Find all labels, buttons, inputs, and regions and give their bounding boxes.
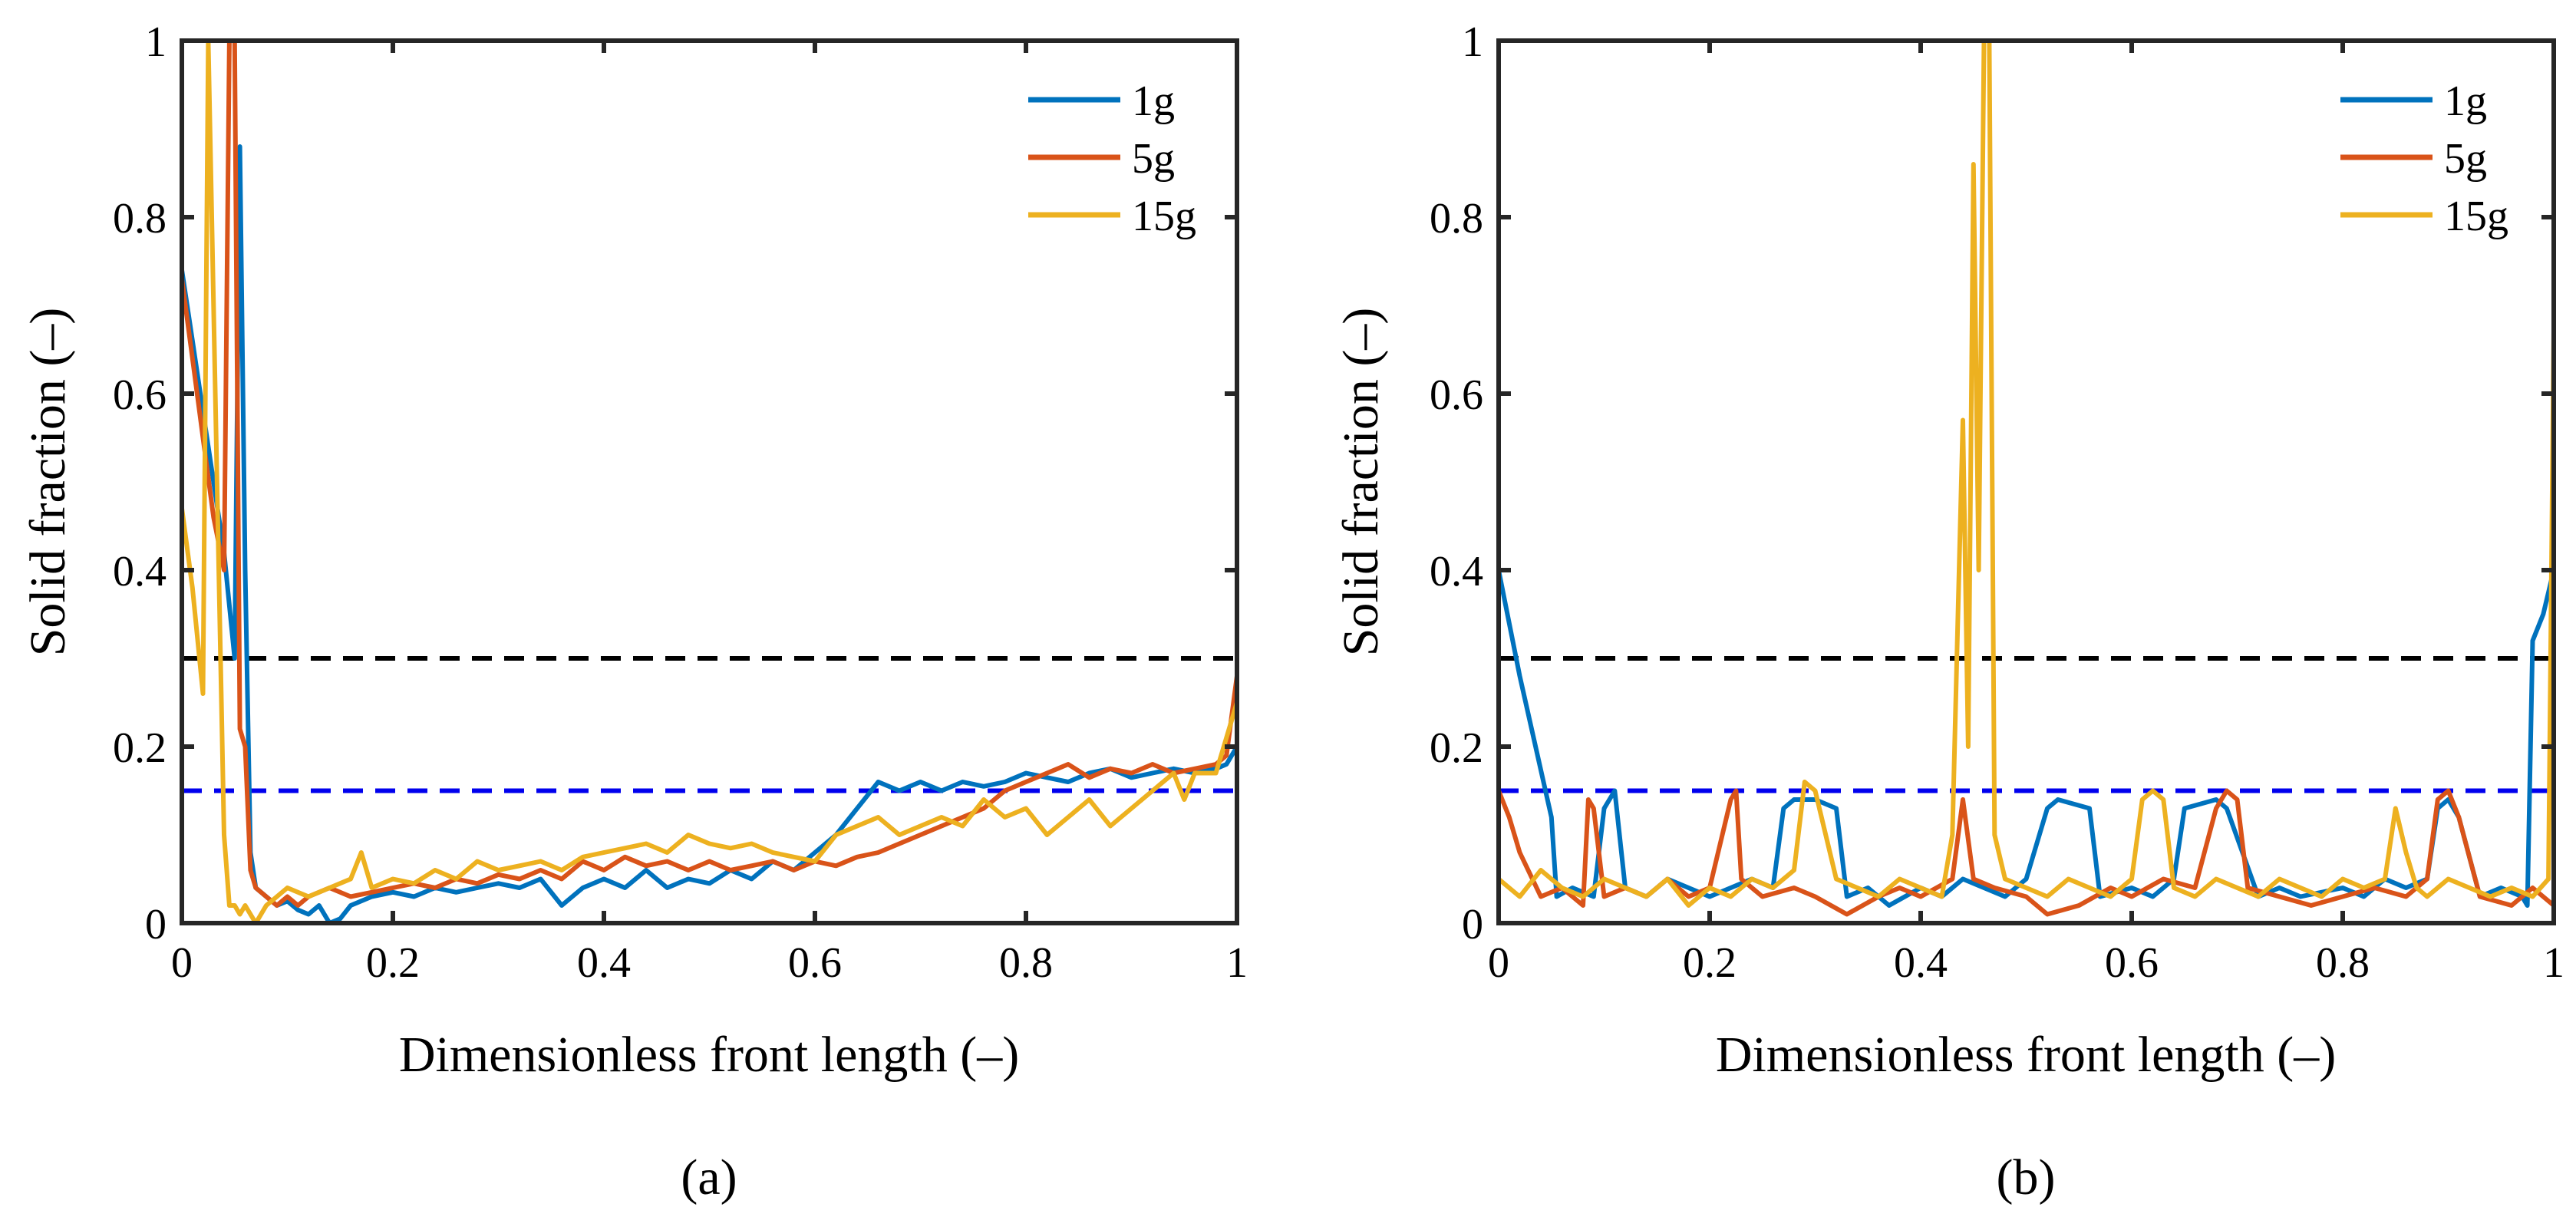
chart-panel-b: 0 0.2 0.4 0.6 0.8 1 0 0.2 0.4 0.6 0.8 1 1g 5g 15g Dim… [1333, 18, 2564, 1205]
legend-label-a-1g: 1g [1132, 78, 1175, 125]
y-tick-label-b-0: 0 [1462, 901, 1483, 948]
x-tick-label-b-3: 0.6 [2105, 939, 2159, 987]
x-tick-label-a-4: 0.8 [999, 939, 1053, 987]
y-tick-label-b-5: 1 [1462, 18, 1483, 66]
reference-lines-b [1499, 656, 2554, 793]
y-tick-label-b-4: 0.8 [1430, 195, 1483, 242]
legend-label-b-5g: 5g [2444, 135, 2487, 183]
x-tick-label-b-1: 0.2 [1683, 939, 1737, 987]
x-tick-label-a-5: 1 [1226, 939, 1248, 987]
y-tick-label-b-3: 0.6 [1430, 371, 1483, 419]
reference-lines-a [182, 656, 1237, 793]
plot-area-b [1499, 41, 2554, 923]
y-tick-label-a-1: 0.2 [113, 724, 167, 772]
axes-box-a [180, 38, 1239, 925]
series-line-b-5g [1499, 788, 2554, 917]
legend-b: 1g 5g 15g [2340, 78, 2508, 240]
legend-a: 1g 5g 15g [1028, 78, 1196, 240]
x-axis-label-b: Dimensionless front length (–) [1716, 1027, 2336, 1083]
ticks-a [180, 38, 1239, 925]
legend-label-b-15g: 15g [2444, 193, 2508, 240]
series-group-b [1499, 39, 2554, 917]
plot-area-a [182, 41, 1237, 923]
y-tick-label-a-3: 0.6 [113, 371, 167, 419]
axes-box-b [1496, 38, 2556, 925]
x-axis-label-a: Dimensionless front length (–) [399, 1027, 1019, 1083]
y-axis-label-a: Solid fraction (–) [20, 308, 76, 657]
x-tick-label-b-4: 0.8 [2316, 939, 2370, 987]
x-tick-label-a-1: 0.2 [366, 939, 420, 987]
y-tick-label-a-0: 0 [145, 901, 167, 948]
tick-labels-a: 0 0.2 0.4 0.6 0.8 1 0 0.2 0.4 0.6 0.8 1 [113, 18, 1248, 987]
y-tick-label-a-4: 0.8 [113, 195, 167, 242]
ticks-b [1496, 38, 2556, 925]
series-line-a-5g [182, 39, 1237, 908]
x-tick-label-a-2: 0.4 [577, 939, 631, 987]
y-tick-label-b-2: 0.4 [1430, 548, 1483, 595]
x-tick-label-b-2: 0.4 [1894, 939, 1948, 987]
x-tick-label-a-3: 0.6 [788, 939, 842, 987]
y-tick-label-a-2: 0.4 [113, 548, 167, 595]
panel-label-a: (a) [681, 1149, 737, 1205]
x-tick-label-b-0: 0 [1488, 939, 1509, 987]
series-group-a [182, 39, 1237, 923]
y-axis-label-b: Solid fraction (–) [1333, 308, 1389, 657]
series-line-a-15g [182, 39, 1237, 923]
tick-labels-b: 0 0.2 0.4 0.6 0.8 1 0 0.2 0.4 0.6 0.8 1 [1430, 18, 2564, 987]
legend-label-a-5g: 5g [1132, 135, 1175, 183]
panel-label-b: (b) [1997, 1149, 2056, 1205]
legend-label-b-1g: 1g [2444, 78, 2487, 125]
x-tick-label-b-5: 1 [2543, 939, 2564, 987]
y-tick-label-b-1: 0.2 [1430, 724, 1483, 772]
series-line-b-15g [1499, 39, 2554, 908]
x-tick-label-a-0: 0 [171, 939, 193, 987]
legend-label-a-15g: 15g [1132, 193, 1196, 240]
chart-panel-a: 0 0.2 0.4 0.6 0.8 1 0 0.2 0.4 0.6 0.8 1 1g 5g 15g Dim… [20, 18, 1248, 1205]
y-tick-label-a-5: 1 [145, 18, 167, 66]
